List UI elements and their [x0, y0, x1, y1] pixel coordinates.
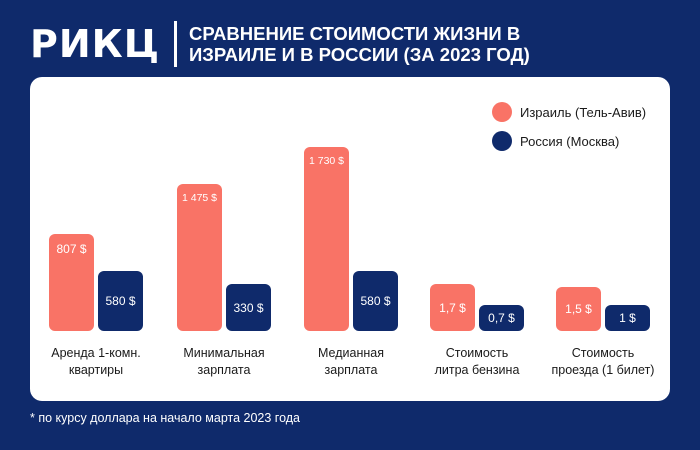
legend: Израиль (Тель-Авив) Россия (Москва)	[492, 102, 646, 160]
legend-swatch-israel	[492, 102, 512, 122]
bar-israel-0: 807 $	[49, 234, 94, 331]
bar-israel-2: 1 730 $	[304, 147, 349, 331]
legend-label-israel: Израиль (Тель-Авив)	[520, 104, 647, 120]
chart-card: Израиль (Тель-Авив) Россия (Москва) 807 …	[30, 77, 670, 401]
category-label: Минимальная зарплата	[183, 346, 265, 377]
bar-value-label: 580 $	[360, 294, 391, 308]
bar-russia-0: 580 $	[98, 271, 143, 331]
category-label: Аренда 1-комн. квартиры	[51, 346, 141, 377]
legend-label-russia: Россия (Москва)	[520, 133, 620, 149]
legend-swatch-russia	[492, 131, 512, 151]
category-label: Стоимость литра бензина	[434, 346, 520, 377]
legend-item-russia: Россия (Москва)	[492, 131, 646, 151]
bar-israel-1: 1 475 $	[177, 184, 222, 331]
bar-russia-4: 1 $	[605, 305, 650, 331]
bar-israel-3: 1,7 $	[430, 284, 475, 331]
header: РИКЦ Сравнение стоимости жизни в Израиле…	[30, 18, 589, 70]
bar-russia-2: 580 $	[353, 271, 398, 331]
bar-russia-3: 0,7 $	[479, 305, 524, 331]
legend-item-israel: Израиль (Тель-Авив)	[492, 102, 646, 122]
category-label: Стоимость проезда (1 билет)	[551, 346, 655, 377]
bar-israel-4: 1,5 $	[556, 287, 601, 331]
bar-value-label: 1 475 $	[181, 192, 218, 204]
chart-title: Сравнение стоимости жизни в Израиле и в …	[188, 23, 530, 65]
bar-value-label: 1 730 $	[308, 155, 345, 167]
bar-value-label: 1,5 $	[565, 302, 592, 316]
bar-russia-1: 330 $	[226, 284, 271, 331]
bar-value-label: 580 $	[105, 294, 136, 308]
header-divider	[173, 21, 177, 67]
bar-value-label: 807 $	[56, 242, 87, 256]
bar-value-label: 330 $	[233, 300, 264, 315]
bar-value-label: 1,7 $	[439, 300, 466, 315]
footnote: * по курсу доллара на начало марта 2023 …	[30, 411, 301, 425]
bar-value-label: 0,7 $	[488, 311, 515, 325]
logo: РИКЦ	[30, 22, 160, 66]
bar-value-label: 1 $	[619, 311, 636, 325]
category-label: Медианная зарплата	[318, 346, 384, 377]
